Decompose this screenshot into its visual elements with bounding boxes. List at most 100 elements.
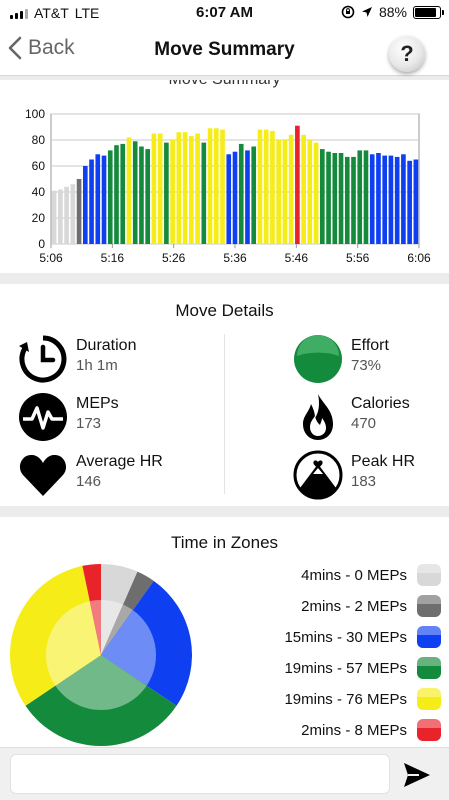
detail-calories: Calories 470	[293, 392, 410, 442]
x-tick-label: 5:26	[162, 251, 186, 265]
chart-bar	[114, 145, 119, 244]
zone-legend-label: 19mins - 57 MEPs	[284, 659, 407, 677]
detail-value: 73%	[351, 357, 382, 374]
chart-bar	[213, 128, 219, 244]
zone-legend-label: 4mins - 0 MEPs	[301, 566, 407, 584]
pie-slice-inner	[101, 600, 124, 655]
effort-icon	[294, 335, 342, 383]
chart-bar	[344, 156, 350, 244]
chart-bar	[201, 142, 207, 244]
x-tick-label: 5:56	[346, 251, 370, 265]
chart-bar	[126, 137, 132, 244]
chart-bar	[195, 133, 200, 244]
chart-bar	[288, 134, 294, 244]
chart-bar	[363, 150, 369, 244]
zone-swatch	[417, 657, 441, 679]
chart-bar	[263, 129, 269, 244]
chart-title: Move Summary	[0, 80, 449, 89]
chart-bar	[295, 125, 300, 244]
chart-bar	[164, 142, 169, 244]
zone-legend-item: 15mins - 30 MEPs	[284, 626, 441, 648]
detail-duration: Duration 1h 1m	[18, 334, 136, 384]
detail-label: Peak HR	[351, 453, 416, 470]
y-tick-label: 100	[25, 107, 45, 121]
chevron-left-icon	[8, 36, 22, 60]
chart-bar	[82, 166, 88, 244]
zone-swatch	[417, 688, 441, 710]
chart-bar	[170, 140, 175, 244]
chart-bar	[157, 133, 163, 244]
detail-label: Duration	[76, 337, 137, 354]
detail-value: 183	[351, 473, 377, 490]
help-icon: ?	[400, 41, 414, 66]
battery-percent: 88%	[378, 4, 407, 20]
detail-effort: Effort 73%	[293, 334, 389, 384]
chart-bar	[388, 155, 394, 244]
chart-bar	[70, 184, 76, 244]
chart-bar	[413, 159, 419, 244]
back-label: Back	[28, 36, 75, 59]
chart-bar	[89, 159, 94, 244]
chart-bar	[120, 143, 126, 244]
y-tick-label: 60	[32, 159, 46, 173]
detail-meps: MEPs 173	[18, 392, 119, 442]
chart-bar	[332, 153, 338, 244]
pie-slice-inner	[46, 601, 101, 686]
zone-legend-item: 2mins - 2 MEPs	[301, 595, 441, 617]
detail-label: Calories	[351, 395, 410, 412]
carrier-label: AT&T	[34, 5, 69, 21]
rotation-lock-icon	[341, 5, 355, 19]
zone-swatch	[417, 626, 441, 648]
details-divider	[224, 334, 225, 494]
chart-bar	[382, 155, 388, 244]
back-button[interactable]: Back	[8, 36, 75, 60]
x-tick-label: 5:16	[101, 251, 125, 265]
detail-value: 146	[76, 473, 102, 490]
move-details-title: Move Details	[175, 301, 274, 320]
chart-bar	[326, 151, 331, 244]
chart-bar	[301, 134, 306, 244]
pie-slice-inner	[89, 600, 101, 655]
peak-hr-icon	[293, 450, 343, 500]
help-button[interactable]: ?	[389, 36, 425, 72]
send-icon[interactable]	[403, 762, 431, 788]
chart-bar	[232, 151, 238, 244]
chart-bar	[95, 154, 101, 244]
chart-bar	[407, 160, 412, 244]
message-input[interactable]	[10, 754, 390, 794]
zone-swatch	[417, 719, 441, 741]
zone-legend-item: 19mins - 76 MEPs	[284, 688, 441, 710]
chart-bar	[101, 155, 107, 244]
chart-bar	[320, 149, 325, 244]
battery-icon	[413, 5, 444, 19]
chart-bar	[245, 150, 250, 244]
chart-bar	[64, 186, 69, 244]
detail-value: 1h 1m	[76, 357, 118, 374]
chart-bar	[351, 156, 356, 244]
chart-bar	[401, 154, 406, 244]
chart-bar	[58, 189, 63, 244]
page-title: Move Summary	[154, 39, 295, 60]
move-details-card: Move Details Duration 1h 1m Effort 73% M…	[0, 284, 449, 506]
zone-legend-label: 19mins - 76 MEPs	[284, 690, 407, 708]
pie-slice-inner	[101, 610, 156, 686]
status-bar: AT&T LTE 6:07 AM 88%	[0, 0, 449, 26]
chart-bar	[145, 149, 150, 244]
chart-bar	[76, 179, 82, 244]
x-tick-label: 5:36	[223, 251, 247, 265]
location-icon	[361, 7, 372, 17]
detail-peak-hr: Peak HR 183	[293, 450, 415, 500]
zone-legend-item: 4mins - 0 MEPs	[301, 564, 441, 586]
pie-slice-inner	[55, 655, 147, 710]
chart-bar	[207, 128, 213, 244]
zone-legend-label: 2mins - 2 MEPs	[301, 597, 407, 615]
zone-legend-item: 2mins - 8 MEPs	[301, 719, 441, 741]
x-tick-label: 6:06	[407, 251, 431, 265]
detail-label: Effort	[351, 337, 389, 354]
zone-swatch	[417, 595, 441, 617]
chart-bar	[151, 133, 157, 244]
flame-icon	[303, 394, 333, 440]
chart-bar	[132, 141, 138, 244]
y-tick-label: 40	[32, 185, 46, 199]
zone-legend-label: 15mins - 30 MEPs	[284, 628, 407, 646]
